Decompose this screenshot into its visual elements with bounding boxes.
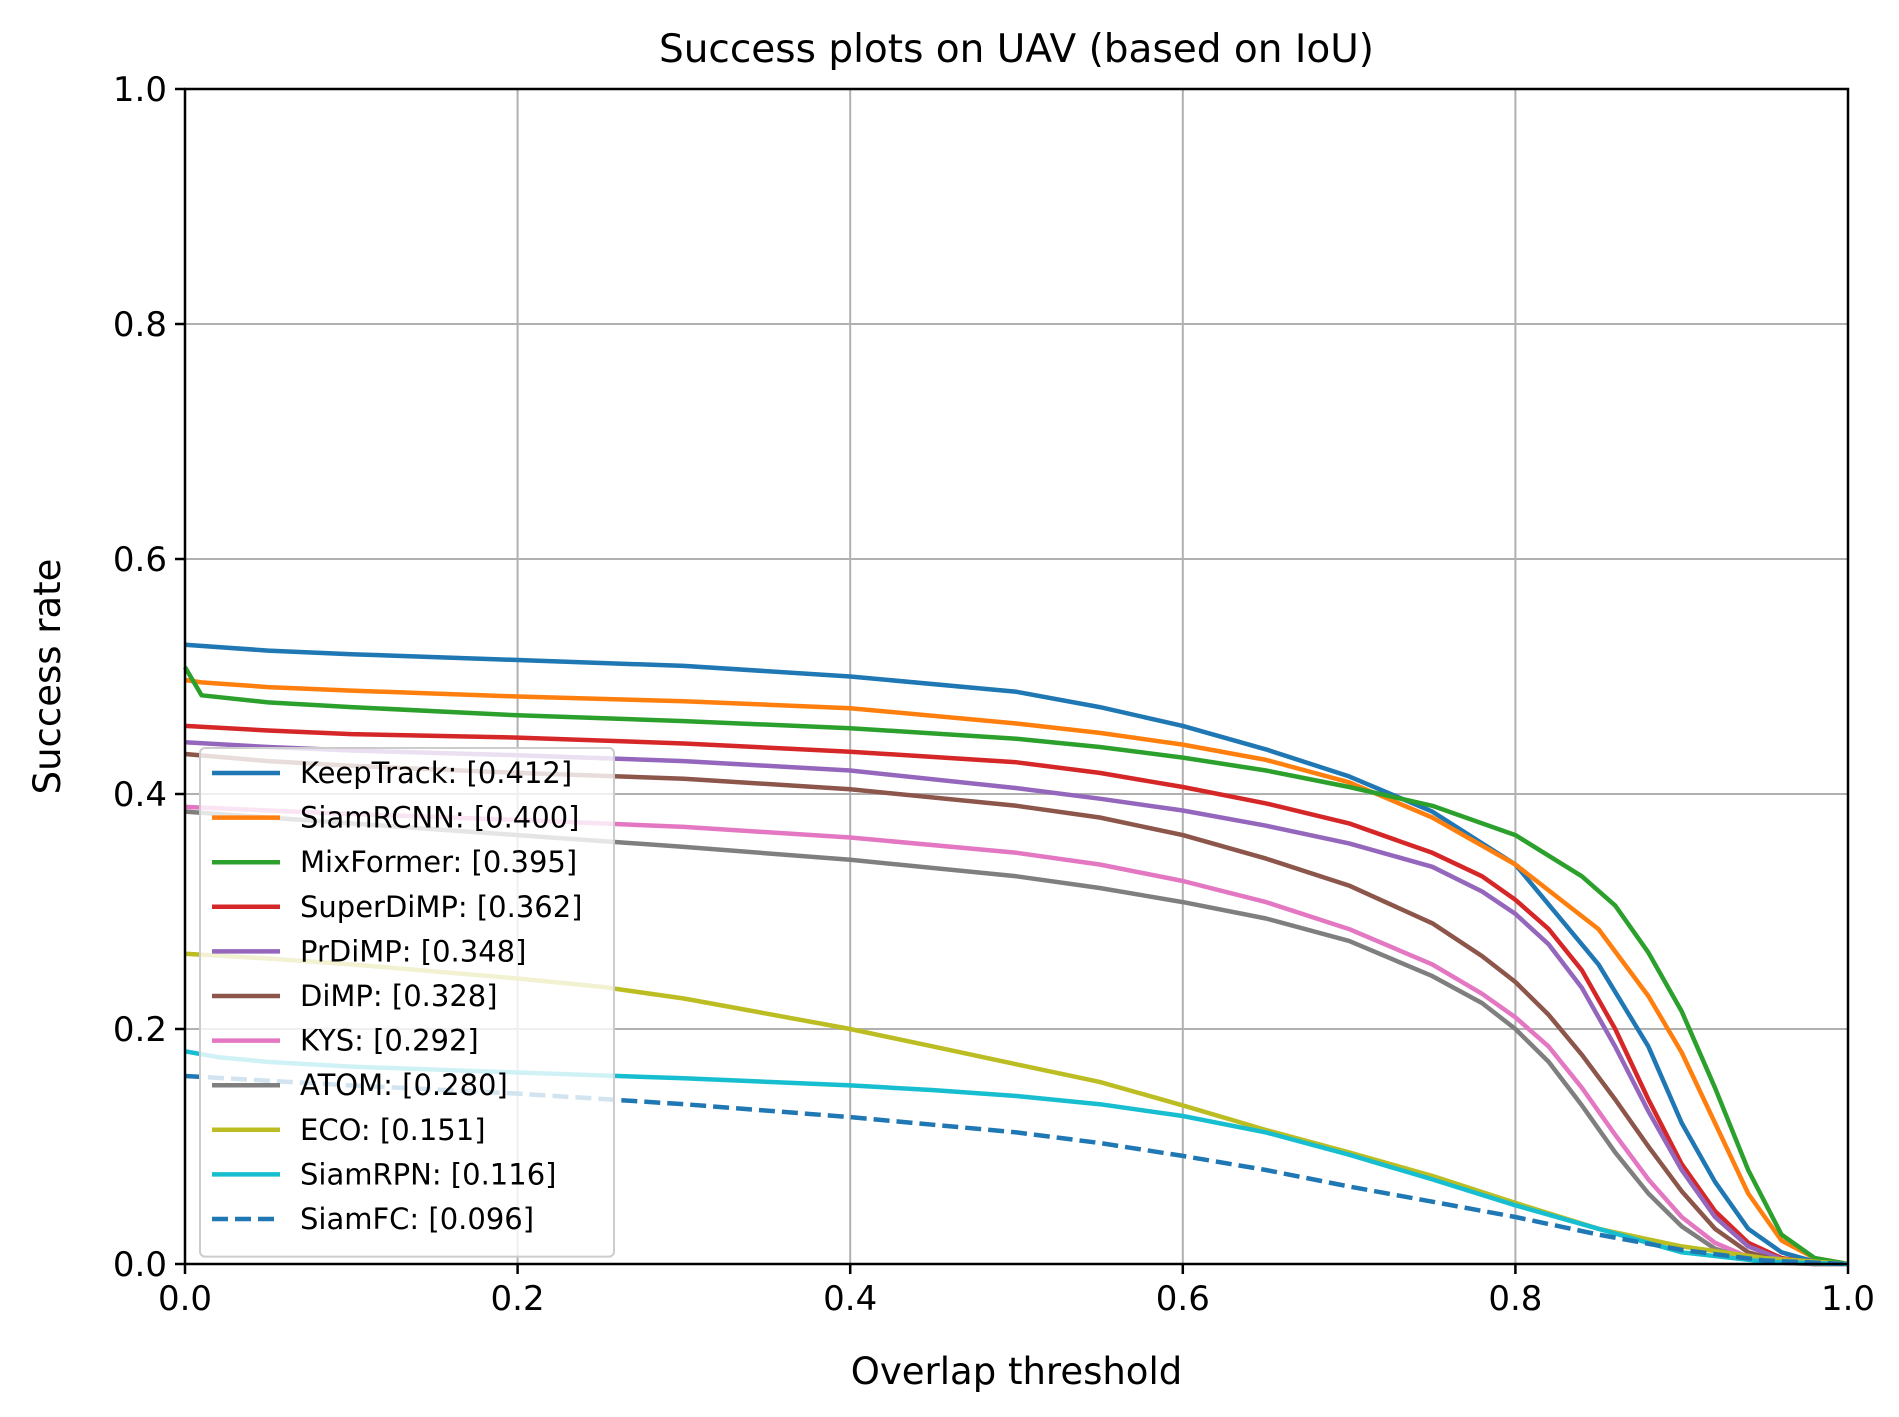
series-line-3 [184, 723, 1849, 1267]
legend-label: ATOM: [0.280] [300, 1068, 508, 1102]
legend-label: PrDiMP: [0.348] [300, 934, 526, 968]
legend-label: SiamRPN: [0.116] [300, 1157, 556, 1191]
legend-label: KeepTrack: [0.412] [300, 756, 572, 790]
x-tick-label: 0.2 [491, 1279, 545, 1319]
series-line-0 [184, 642, 1849, 1267]
legend-box [199, 747, 615, 1258]
y-tick-label: 0.8 [113, 305, 167, 345]
legend-label: SuperDiMP: [0.362] [300, 890, 583, 924]
legend-label: DiMP: [0.328] [300, 979, 498, 1013]
y-tick-label: 0.2 [113, 1010, 167, 1050]
ticks: 0.0 0.2 0.4 0.6 0.8 1.0 0.0 0.2 0.4 0.6 0.8 1.0 [113, 70, 1875, 1319]
legend-label: SiamRCNN: [0.400] [300, 801, 579, 835]
x-tick-label: 0.4 [823, 1279, 877, 1319]
y-tick-label: 0.6 [113, 540, 167, 580]
legend-label: KYS: [0.292] [300, 1024, 479, 1058]
y-axis-title: Success rate [26, 559, 69, 795]
legend-label: MixFormer: [0.395] [300, 845, 577, 879]
x-tick-label: 0.8 [1488, 1279, 1542, 1319]
x-tick-label: 0.0 [158, 1279, 212, 1319]
legend-label: ECO: [0.151] [300, 1113, 486, 1147]
series-line-6 [184, 804, 1848, 1267]
x-tick-label: 1.0 [1821, 1279, 1875, 1319]
x-axis-title: Overlap threshold [851, 1350, 1182, 1393]
series-line-5 [184, 751, 1848, 1267]
series-line-2 [183, 665, 1849, 1267]
chart-title: Success plots on UAV (based on IoU) [659, 27, 1374, 72]
plot-frame [183, 87, 1850, 1266]
y-tick-label: 1.0 [113, 70, 167, 110]
series-line-1 [184, 677, 1849, 1267]
legend-label: SiamFC: [0.096] [300, 1202, 534, 1236]
series-line-4 [184, 740, 1849, 1267]
legend: KeepTrack: [0.412] SiamRCNN: [0.400] MixFo… [199, 747, 615, 1258]
y-tick-label: 0.0 [113, 1245, 167, 1285]
y-tick-label: 0.4 [113, 775, 167, 815]
x-tick-label: 0.6 [1156, 1279, 1210, 1319]
